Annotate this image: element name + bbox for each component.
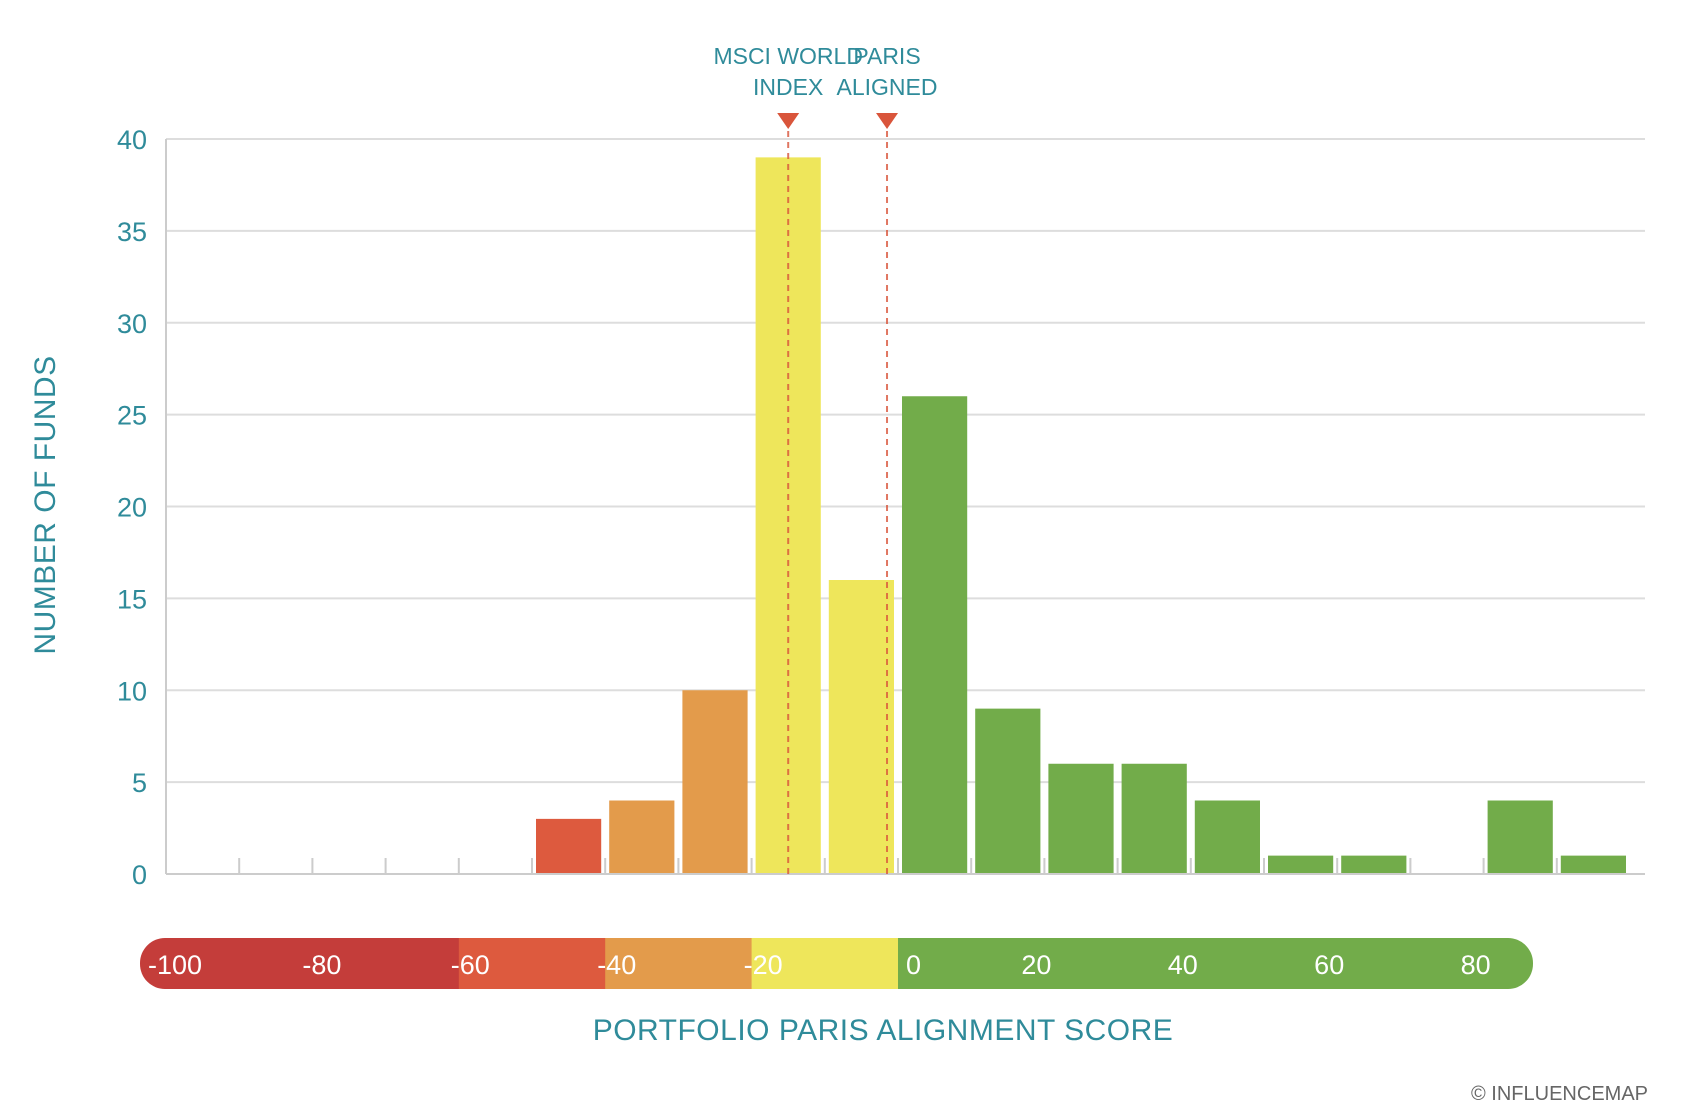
scale-segment--20-to-0 <box>751 938 899 989</box>
scale-segment--40-to--20 <box>605 938 753 989</box>
marker-label-line-msci-world-index-1: INDEX <box>753 74 823 100</box>
bar-80-to-90 <box>1487 800 1553 874</box>
bar-90-to-100 <box>1560 855 1626 874</box>
x-baseline <box>165 858 1645 875</box>
scale-segment-0-to-100 <box>898 938 1533 989</box>
y-tick-labels: 0 5 10 15 20 25 30 35 40 <box>117 125 147 890</box>
reference-markers: MSCI WORLD INDEX PARIS ALIGNED <box>713 43 938 874</box>
bar--30-to--20 <box>682 690 748 874</box>
marker-arrow-msci-world-index <box>777 113 800 129</box>
y-tick-20: 20 <box>117 493 147 523</box>
bar-50-to-60 <box>1268 855 1334 874</box>
scale-label-80: 80 <box>1461 950 1491 980</box>
scale-label--20: -20 <box>744 950 783 980</box>
bar-10-to-20 <box>975 708 1041 874</box>
scale-label--80: -80 <box>302 950 341 980</box>
bar--50-to--40 <box>536 818 602 874</box>
y-tick-35: 35 <box>117 217 147 247</box>
y-tick-10: 10 <box>117 676 147 706</box>
scale-label-60: 60 <box>1314 950 1344 980</box>
y-tick-5: 5 <box>132 768 147 798</box>
bar-20-to-30 <box>1048 763 1114 874</box>
scale-label-20: 20 <box>1021 950 1051 980</box>
y-tick-25: 25 <box>117 401 147 431</box>
bar-30-to-40 <box>1121 763 1187 874</box>
y-tick-15: 15 <box>117 584 147 614</box>
marker-arrow-paris-aligned <box>876 113 899 129</box>
scale-segment--60-to--40 <box>458 938 606 989</box>
marker-label-paris-aligned: PARIS ALIGNED <box>837 43 938 100</box>
bars <box>536 157 1626 874</box>
y-axis-title: NUMBER OF FUNDS <box>29 355 62 654</box>
bar-60-to-70 <box>1341 855 1407 874</box>
marker-label-line-paris-aligned-1: ALIGNED <box>837 74 938 100</box>
marker-label-line-msci-world-index-0: MSCI WORLD <box>713 43 863 69</box>
y-tick-30: 30 <box>117 309 147 339</box>
scale-label-0: 0 <box>906 950 921 980</box>
score-scale-labels: -100 -80 -60 -40 -20 0 20 40 60 80 100 <box>148 950 1624 980</box>
scale-label--40: -40 <box>597 950 636 980</box>
scale-label-40: 40 <box>1168 950 1198 980</box>
score-scale-bar <box>140 938 1533 989</box>
bar--40-to--30 <box>609 800 675 874</box>
scale-label-100: 100 <box>1579 950 1624 980</box>
scale-label--100: -100 <box>148 950 202 980</box>
y-tick-0: 0 <box>132 860 147 890</box>
copyright-text: © INFLUENCEMAP <box>1471 1083 1648 1105</box>
x-axis-title: PORTFOLIO PARIS ALIGNMENT SCORE <box>593 1014 1174 1047</box>
bar-40-to-50 <box>1194 800 1260 874</box>
marker-label-line-paris-aligned-0: PARIS <box>853 43 920 69</box>
marker-label-msci-world-index: MSCI WORLD INDEX <box>713 43 863 100</box>
y-tick-40: 40 <box>117 125 147 155</box>
scale-segments <box>140 938 1533 989</box>
bar--10-to-0 <box>828 580 894 874</box>
scale-label--60: -60 <box>451 950 490 980</box>
scale-segment--100-to--60 <box>140 938 460 989</box>
bar-0-to-10 <box>902 396 968 874</box>
